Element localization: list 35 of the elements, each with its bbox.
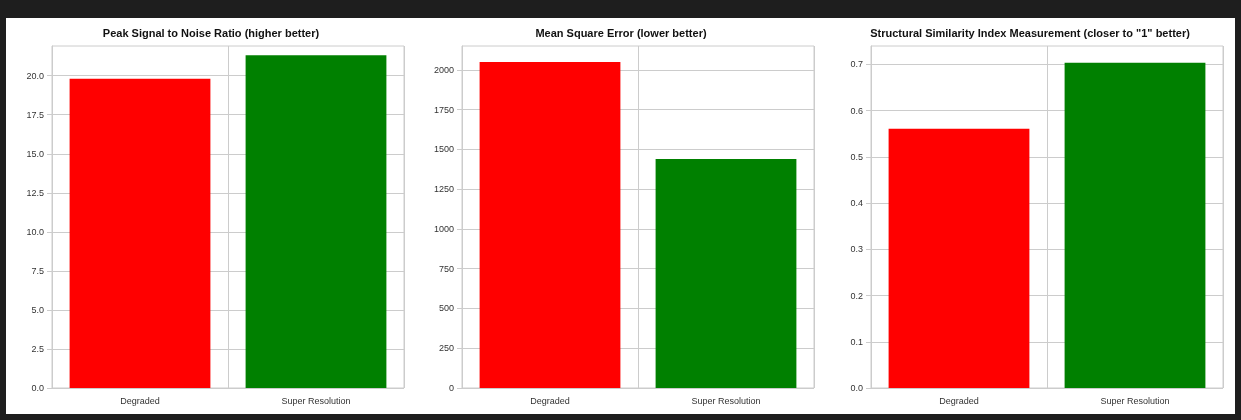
y-tick-label: 0.0 (31, 383, 44, 393)
y-tick-label: 7.5 (31, 265, 44, 276)
y-tick-label: 1250 (433, 184, 454, 195)
y-tick-label: 0 (448, 383, 454, 393)
y-tick-label: 20.0 (26, 70, 44, 81)
y-tick-label: 0.1 (850, 336, 864, 347)
y-tick-label: 1500 (433, 144, 454, 155)
y-tick-label: 2000 (433, 64, 454, 75)
y-tick-label: 0.7 (850, 59, 864, 70)
x-tick-label: Degraded (120, 395, 160, 406)
y-tick-label: 0.2 (850, 290, 864, 301)
chart-title: Mean Square Error (lower better) (535, 26, 707, 39)
y-tick-label: 0.4 (850, 198, 864, 209)
y-tick-label: 750 (438, 263, 454, 274)
y-tick-label: 0.6 (850, 105, 864, 116)
y-tick-label: 15.0 (26, 148, 44, 159)
y-tick-label: 1750 (433, 104, 454, 115)
chart-title: Peak Signal to Noise Ratio (higher better) (102, 26, 320, 39)
x-tick-label: Degraded (529, 395, 570, 406)
x-tick-label: Super Resolution (1100, 395, 1170, 406)
y-tick-label: 2.5 (31, 343, 44, 354)
y-tick-label: 10.0 (26, 226, 44, 237)
y-tick-label: 5.0 (31, 304, 44, 315)
y-tick-label: 250 (438, 343, 454, 354)
y-tick-label: 1000 (433, 223, 454, 234)
x-tick-label: Super Resolution (691, 395, 761, 406)
y-tick-label: 500 (438, 303, 454, 314)
chart-title: Structural Similarity Index Measurement (closer to "1" better) (870, 26, 1191, 39)
x-tick-label: Degraded (939, 395, 980, 406)
y-tick-label: 0.3 (850, 244, 864, 255)
y-tick-label: 17.5 (26, 109, 44, 120)
y-tick-label: 12.5 (26, 187, 44, 198)
y-tick-label: 0.0 (850, 383, 864, 393)
x-tick-label: Super Resolution (281, 395, 351, 406)
y-tick-label: 0.5 (850, 151, 864, 162)
